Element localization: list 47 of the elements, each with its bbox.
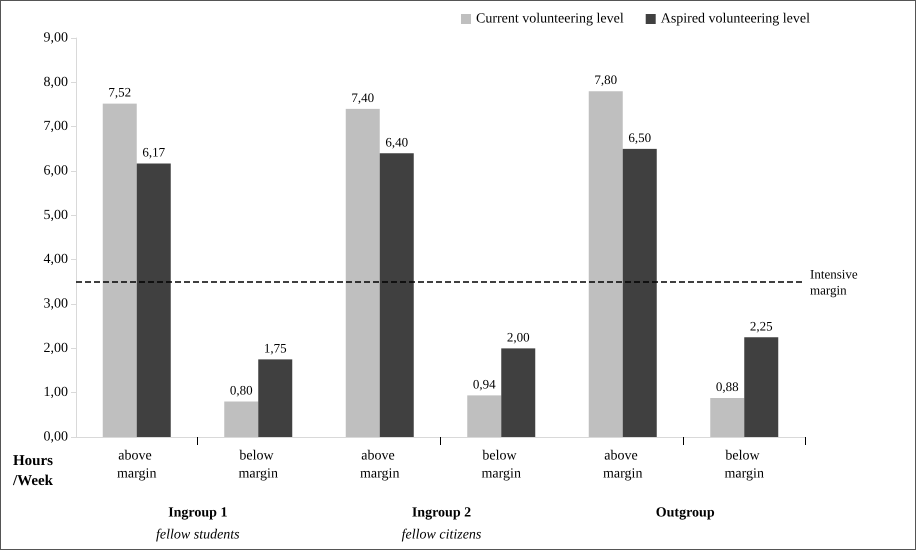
y-tick-label: 5,00 [44, 208, 68, 223]
bar [346, 108, 380, 437]
data-label: 0,94 [472, 376, 496, 392]
y-tick-label: 8,00 [44, 74, 68, 90]
legend-label: Current volunteering level [476, 12, 624, 26]
x-tick-label: above margin [603, 448, 642, 482]
bar [744, 337, 778, 437]
bar [501, 348, 536, 437]
data-label: 6,50 [628, 130, 652, 145]
text: Ingroup 2 fellow citizens [402, 506, 482, 542]
text: Outgroup [656, 506, 715, 520]
y-tick-label: 6,00 [44, 164, 68, 178]
bar [467, 395, 502, 437]
data-label: 0,80 [230, 382, 253, 398]
y-tick-label: 3,00 [44, 296, 68, 312]
y-axis-title: Hours /Week [12, 453, 54, 489]
y-tick-label: 4,00 [44, 252, 68, 268]
x-tick-label: below margin [482, 448, 521, 482]
legend-label: Aspired volunteering level [660, 12, 810, 26]
x-tick-label: below margin [238, 448, 278, 482]
y-tick-label: 2,00 [44, 340, 68, 356]
bar [136, 163, 171, 437]
x-tick-label: above margin [360, 448, 400, 482]
bar [588, 91, 623, 437]
y-tick-label: 0,00 [44, 430, 68, 444]
bar [258, 359, 292, 437]
x-tick-label: below margin [724, 448, 764, 482]
bar [102, 104, 137, 437]
text: Ingroup 1 fellow students [156, 506, 240, 542]
x-tick-label: above margin [117, 448, 156, 482]
bar [622, 148, 657, 437]
data-label: 7,80 [594, 72, 618, 88]
data-label: 7,40 [351, 90, 374, 105]
data-label: 2,25 [750, 318, 773, 334]
y-tick-label: 1,00 [44, 385, 68, 400]
ref-line-label: Intensive margin [810, 266, 861, 298]
bar [710, 398, 744, 437]
data-label: 6,17 [142, 144, 166, 160]
y-tick-label: 7,00 [44, 119, 68, 134]
bar [380, 153, 414, 437]
data-label: 6,40 [385, 134, 408, 150]
data-label: 7,52 [108, 84, 132, 100]
data-label: 0,88 [716, 378, 739, 394]
data-label: 1,75 [264, 340, 287, 356]
bar [224, 402, 258, 437]
data-label: 2,00 [506, 329, 530, 344]
y-tick-label: 9,00 [44, 30, 68, 46]
